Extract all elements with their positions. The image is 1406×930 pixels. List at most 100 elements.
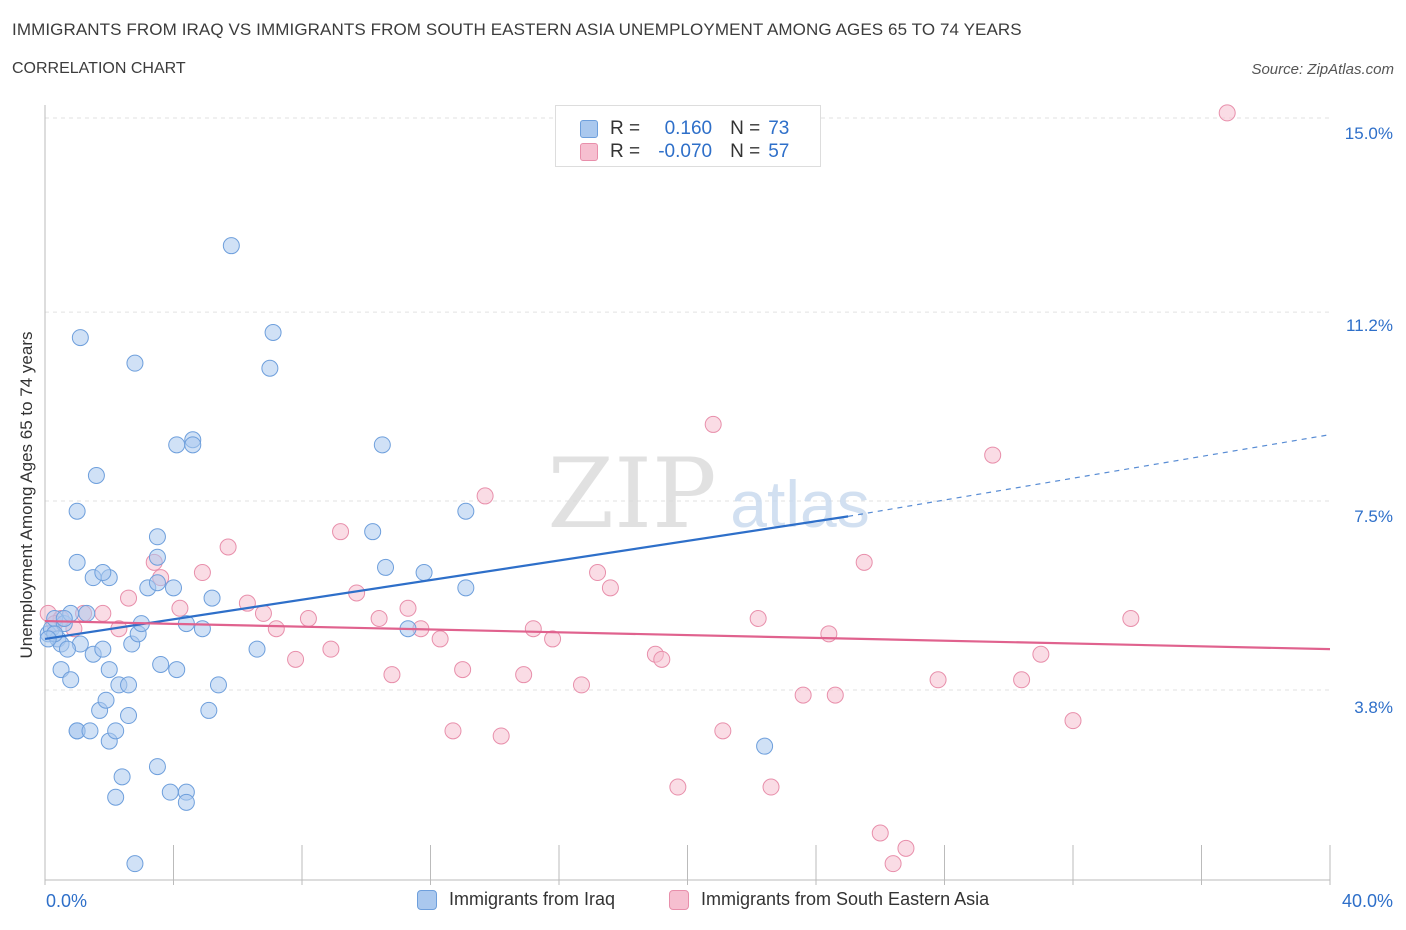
sea-point (120, 589, 138, 607)
sea-point (515, 666, 533, 684)
legend-n-value: 73 (768, 118, 790, 139)
sea-point (1013, 671, 1031, 689)
iraq-point (364, 523, 382, 541)
legend-row-sea: R = -0.070 N = 57 (580, 139, 789, 165)
stats-legend: R = 0.160 N = 73 R = -0.070 N = 57 (555, 105, 821, 167)
sea-point (94, 604, 112, 622)
legend-r-label: R = (610, 141, 641, 162)
sea-point (476, 487, 494, 505)
iraq-point (126, 855, 144, 873)
bottom-legend-label-sea: Immigrants from South Eastern Asia (701, 889, 990, 909)
iraq-point (107, 722, 125, 740)
iraq-trend-line (44, 515, 849, 641)
y-tick-label: 7.5% (1354, 507, 1393, 526)
sea-point (589, 564, 607, 582)
legend-swatch-iraq (580, 120, 598, 138)
axis-layer (44, 105, 1331, 885)
watermark-atlas: atlas (730, 467, 869, 541)
iraq-point (209, 676, 227, 694)
sea-point (454, 661, 472, 679)
iraq-point (222, 237, 240, 255)
iraq-point (184, 436, 202, 454)
sea-point (1122, 610, 1140, 627)
legend-n-value: 57 (768, 141, 790, 162)
iraq-point (107, 788, 125, 806)
sea-point (601, 579, 619, 597)
sea-point (714, 722, 732, 740)
iraq-point (193, 620, 211, 638)
iraq-point (68, 502, 86, 520)
iraq-point (55, 610, 73, 627)
sea-point (370, 610, 388, 627)
sea-point (897, 839, 915, 857)
iraq-point (152, 655, 170, 673)
x-tick-label-min: 0.0% (46, 891, 88, 911)
sea-point (984, 446, 1002, 464)
sea-point (820, 625, 838, 643)
sea-point (1032, 645, 1050, 663)
iraq-point (94, 640, 112, 658)
y-tick-label: 3.8% (1354, 698, 1393, 717)
sea-point (762, 778, 780, 796)
sea-point (871, 824, 889, 842)
iraq-point (94, 564, 112, 582)
bottom-legend-label-iraq: Immigrants from Iraq (449, 889, 616, 909)
sea-point (572, 676, 590, 694)
iraq-point (148, 574, 166, 592)
iraq-point (203, 589, 221, 607)
iraq-point (457, 502, 475, 520)
chart-title: IMMIGRANTS FROM IRAQ VS IMMIGRANTS FROM … (12, 20, 1022, 39)
iraq-point (78, 604, 96, 622)
sea-point (524, 620, 542, 638)
sea-point (492, 727, 510, 745)
sea-point (171, 599, 189, 617)
sea-point (704, 415, 722, 433)
iraq-point (68, 553, 86, 571)
iraq-point (415, 564, 433, 582)
sea-point (929, 671, 947, 689)
iraq-point (264, 324, 282, 341)
iraq-point (261, 359, 279, 377)
iraq-point (148, 528, 166, 546)
iraq-point (97, 691, 115, 709)
iraq-point (457, 579, 475, 597)
iraq-point (120, 707, 138, 725)
sea-point (826, 686, 844, 704)
legend-r-value: 0.160 (664, 118, 713, 139)
sea-point (193, 564, 211, 582)
sea-point (544, 630, 562, 648)
sea-point (322, 640, 340, 658)
watermark-zip: ZIP (547, 438, 716, 550)
iraq-point (177, 793, 195, 811)
sea-point (287, 650, 305, 668)
iraq-point (71, 329, 89, 347)
iraq-point (100, 661, 118, 679)
y-tick-label: 15.0% (1344, 124, 1393, 143)
iraq-trend-extension (848, 434, 1331, 517)
legend-n-label: N = (730, 141, 761, 162)
bottom-legend-sea: Immigrants from South Eastern Asia (669, 889, 989, 910)
sea-point (399, 599, 417, 617)
iraq-point (248, 640, 266, 658)
y-axis-label: Unemployment Among Ages 65 to 74 years (17, 331, 36, 659)
watermark: ZIP atlas (547, 438, 869, 550)
bottom-legend-swatch-sea (669, 889, 689, 910)
legend-r-label: R = (610, 118, 641, 139)
legend-n-label: N = (730, 118, 761, 139)
sea-point (1064, 712, 1082, 730)
sea-point (794, 686, 812, 704)
grid-layer (45, 117, 1330, 691)
iraq-point (373, 436, 391, 454)
iraq-point (148, 548, 166, 566)
chart-subtitle: CORRELATION CHART (12, 60, 186, 77)
legend-r-value: -0.070 (658, 141, 713, 162)
sea-point (444, 722, 462, 740)
iraq-point (58, 640, 76, 658)
bottom-legend-swatch-iraq (417, 889, 437, 910)
iraq-point (168, 436, 186, 454)
iraq-point (377, 558, 395, 576)
sea-point (219, 538, 237, 556)
sea-point (254, 604, 272, 622)
legend-row-iraq: R = 0.160 N = 73 (580, 116, 789, 142)
